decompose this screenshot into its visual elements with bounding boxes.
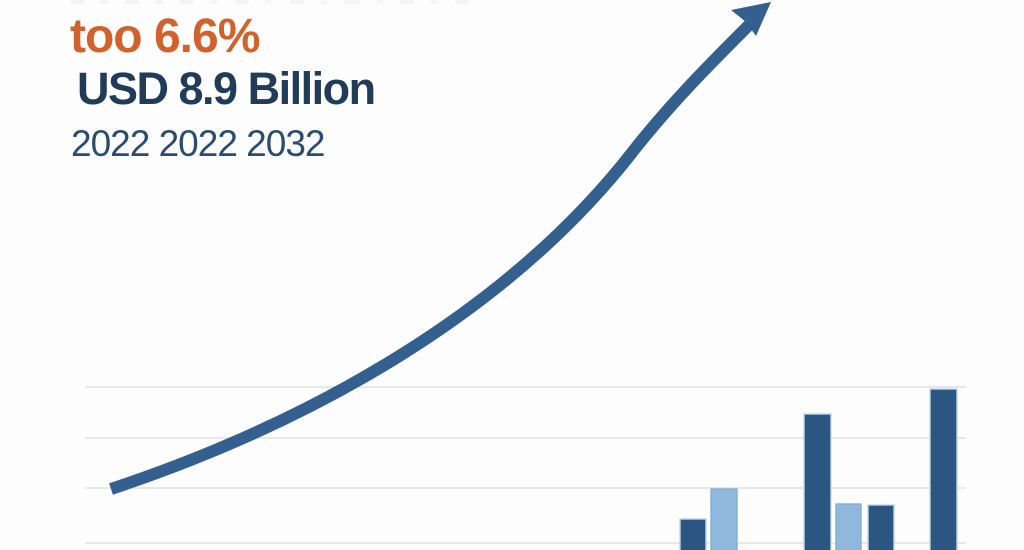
bar-dark bbox=[929, 388, 958, 550]
cropped-text-artifact bbox=[70, 0, 470, 4]
growth-arrow bbox=[109, 2, 771, 495]
bar-dark bbox=[803, 413, 832, 550]
bar-dark bbox=[679, 518, 707, 550]
gridlines-group bbox=[85, 386, 966, 544]
growth-arrow-head-icon bbox=[731, 2, 771, 36]
bar-light bbox=[835, 503, 862, 550]
bars-group bbox=[679, 388, 958, 550]
forecast-years-text: 2022 2022 2032 bbox=[71, 123, 325, 164]
market-value-text: USD 8.9 Billion bbox=[77, 63, 376, 114]
growth-arrow-shaft bbox=[109, 20, 754, 495]
bar-light bbox=[710, 488, 738, 550]
growth-rate-text: too 6.6% bbox=[70, 10, 260, 63]
bar-dark bbox=[867, 504, 895, 550]
